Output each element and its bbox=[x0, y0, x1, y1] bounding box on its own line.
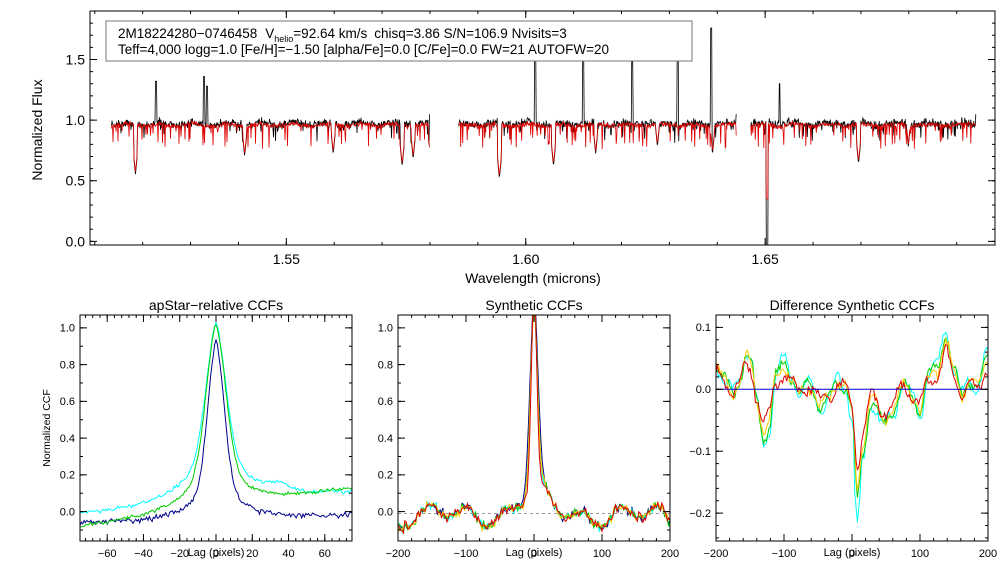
difference-ccf-xlabel: Lag (pixels) bbox=[824, 547, 881, 559]
synthetic-ccf-ytick-label: 1.0 bbox=[378, 323, 393, 335]
apstar-ccf-xtick-label: 60 bbox=[319, 548, 331, 560]
apstar-ccf-xlabel: Lag (pixels) bbox=[188, 547, 245, 559]
apstar-ccf-ylabel: Normalized CCF bbox=[41, 389, 53, 467]
spectrum-frame bbox=[89, 10, 996, 246]
apstar-ccf-xtick-label: −20 bbox=[170, 548, 189, 560]
synthetic-ccf-title: Synthetic CCFs bbox=[485, 297, 582, 313]
apstar-ccf-data bbox=[80, 320, 352, 528]
spectrum-panel: 1.55 1.60 1.65 0.0 0.5 1.0 1.5 Wavelength (mic… bbox=[29, 10, 996, 286]
apstar-ccf-ticks: −60 −40 −20 0 20 40 60 0.0 0.2 0.4 0.6 0.8 1.0 bbox=[60, 315, 352, 560]
spectrum-ytick-label: 0.5 bbox=[66, 173, 86, 189]
synthetic-ccf-plot-area bbox=[398, 315, 670, 535]
synthetic-ccf-data bbox=[398, 315, 670, 535]
vhelio-symbol: V bbox=[265, 26, 274, 41]
spectrum-xtick-label: 1.55 bbox=[273, 251, 300, 267]
apstar-ccf-title: apStar−relative CCFs bbox=[149, 297, 283, 313]
spectrum-plot-area bbox=[111, 27, 977, 245]
synthetic-ccf-xlabel: Lag (pixels) bbox=[506, 547, 563, 559]
synthetic-ccf-ytick-label: 0.8 bbox=[378, 359, 393, 371]
model-spectrum-chip-1 bbox=[111, 119, 430, 172]
apstar-ccf-visit-1 bbox=[80, 320, 352, 515]
difference-ccf-plot-area bbox=[716, 331, 988, 523]
spectrum-ylabel: Normalized Flux bbox=[29, 79, 45, 180]
apstar-ccf-ytick-label: 0.0 bbox=[60, 506, 75, 518]
apstar-ccf-ytick-label: 1.0 bbox=[60, 323, 75, 335]
synthetic-ccf-ytick-label: 0.2 bbox=[378, 470, 393, 482]
apstar-ccf-ytick-label: 0.2 bbox=[60, 470, 75, 482]
info-box: 2M18224280−0746458 Vhelio=92.64 km/s chisq… bbox=[105, 20, 693, 62]
spectrum-ticks: 1.55 1.60 1.65 0.0 0.5 1.0 1.5 bbox=[66, 11, 995, 267]
spectrum-xtick-label: 1.60 bbox=[512, 251, 539, 267]
difference-ccf-xtick-label: −100 bbox=[772, 548, 797, 560]
difference-ccf-ytick-label: −0.1 bbox=[689, 446, 711, 458]
synthetic-ccf-ytick-label: 0.0 bbox=[378, 506, 393, 518]
synthetic-ccf-ytick-label: 0.6 bbox=[378, 396, 393, 408]
info-box-frame bbox=[105, 20, 693, 62]
observed-spectrum-chip-3 bbox=[750, 83, 977, 245]
info-line-1: 2M18224280−0746458 Vhelio=92.64 km/s chisq… bbox=[118, 26, 567, 44]
synthetic-ccf-ytick-label: 0.4 bbox=[378, 433, 393, 445]
synthetic-ccf-panel: −200 −100 0 100 200 0.0 0.2 0.4 0.6 0.8 1.0 Synthe… bbox=[378, 297, 679, 560]
apstar-ccf-panel: −60 −40 −20 0 20 40 60 0.0 0.2 0.4 0.6 0.8 1.0 apSta… bbox=[41, 297, 353, 560]
synthetic-ccf-xtick-label: 100 bbox=[593, 548, 611, 560]
difference-ccf-ticks: −200 −100 0 100 200 −0.2 −0.1 0.0 0.1 bbox=[689, 314, 997, 560]
apstar-ccf-ytick-label: 0.6 bbox=[60, 396, 75, 408]
difference-ccf-ytick-label: 0.0 bbox=[696, 384, 711, 396]
model-spectrum-chip-3 bbox=[750, 120, 977, 200]
synthetic-ccf-xtick-label: −100 bbox=[454, 548, 479, 560]
vhelio-value: =92.64 km/s bbox=[293, 26, 367, 41]
vhelio-subscript: helio bbox=[274, 34, 293, 44]
apstar-ccf-ytick-label: 0.8 bbox=[60, 359, 75, 371]
apstar-ccf-plot-area bbox=[80, 320, 352, 528]
apstar-ccf-xtick-label: 20 bbox=[246, 548, 258, 560]
spectrum-xtick-label: 1.65 bbox=[752, 251, 779, 267]
difference-ccf-xtick-label: 200 bbox=[979, 548, 997, 560]
spectrum-data bbox=[111, 27, 977, 245]
synthetic-ccf-xtick-label: −200 bbox=[386, 548, 411, 560]
spectrum-ytick-label: 1.5 bbox=[66, 51, 86, 67]
apstar-ccf-xtick-label: 40 bbox=[282, 548, 294, 560]
apstar-ccf-ytick-label: 0.4 bbox=[60, 433, 75, 445]
difference-ccf-ytick-label: −0.2 bbox=[689, 508, 711, 520]
synthetic-ccf-ticks: −200 −100 0 100 200 0.0 0.2 0.4 0.6 0.8 1.0 bbox=[378, 315, 679, 560]
difference-ccf-xtick-label: 100 bbox=[911, 548, 929, 560]
difference-ccf-xtick-label: 0 bbox=[849, 548, 855, 560]
difference-ccf-ytick-label: 0.1 bbox=[696, 322, 711, 334]
difference-ccf-panel: −200 −100 0 100 200 −0.2 −0.1 0.0 0.1 Difference… bbox=[689, 297, 997, 560]
model-spectrum-chip-2 bbox=[458, 120, 737, 176]
info-line-2: Teff=4,000 logg=1.0 [Fe/H]=−1.50 [alpha/… bbox=[118, 42, 609, 57]
difference-ccf-data bbox=[716, 331, 988, 523]
synthetic-ccf-model bbox=[398, 315, 670, 535]
spectrum-ytick-label: 0.0 bbox=[66, 233, 86, 249]
apstar-ccf-combined bbox=[80, 338, 352, 526]
star-id: 2M18224280−0746458 bbox=[118, 26, 257, 41]
spectrum-xlabel: Wavelength (microns) bbox=[465, 270, 601, 286]
apstar-ccf-xtick-label: 0 bbox=[213, 548, 219, 560]
spectrum-ytick-label: 1.0 bbox=[66, 112, 86, 128]
difference-ccf-combined bbox=[716, 344, 988, 471]
difference-ccf-xtick-label: −200 bbox=[704, 548, 729, 560]
synthetic-ccf-xtick-label: 200 bbox=[661, 548, 679, 560]
apstar-ccf-xtick-label: −60 bbox=[98, 548, 117, 560]
difference-ccf-title: Difference Synthetic CCFs bbox=[770, 297, 935, 313]
fit-stats: chisq=3.86 S/N=106.9 Nvisits=3 bbox=[374, 26, 567, 41]
synthetic-ccf-xtick-label: 0 bbox=[531, 548, 537, 560]
apstar-ccf-xtick-label: −40 bbox=[134, 548, 153, 560]
apstar-ccf-visit-2 bbox=[80, 323, 352, 528]
